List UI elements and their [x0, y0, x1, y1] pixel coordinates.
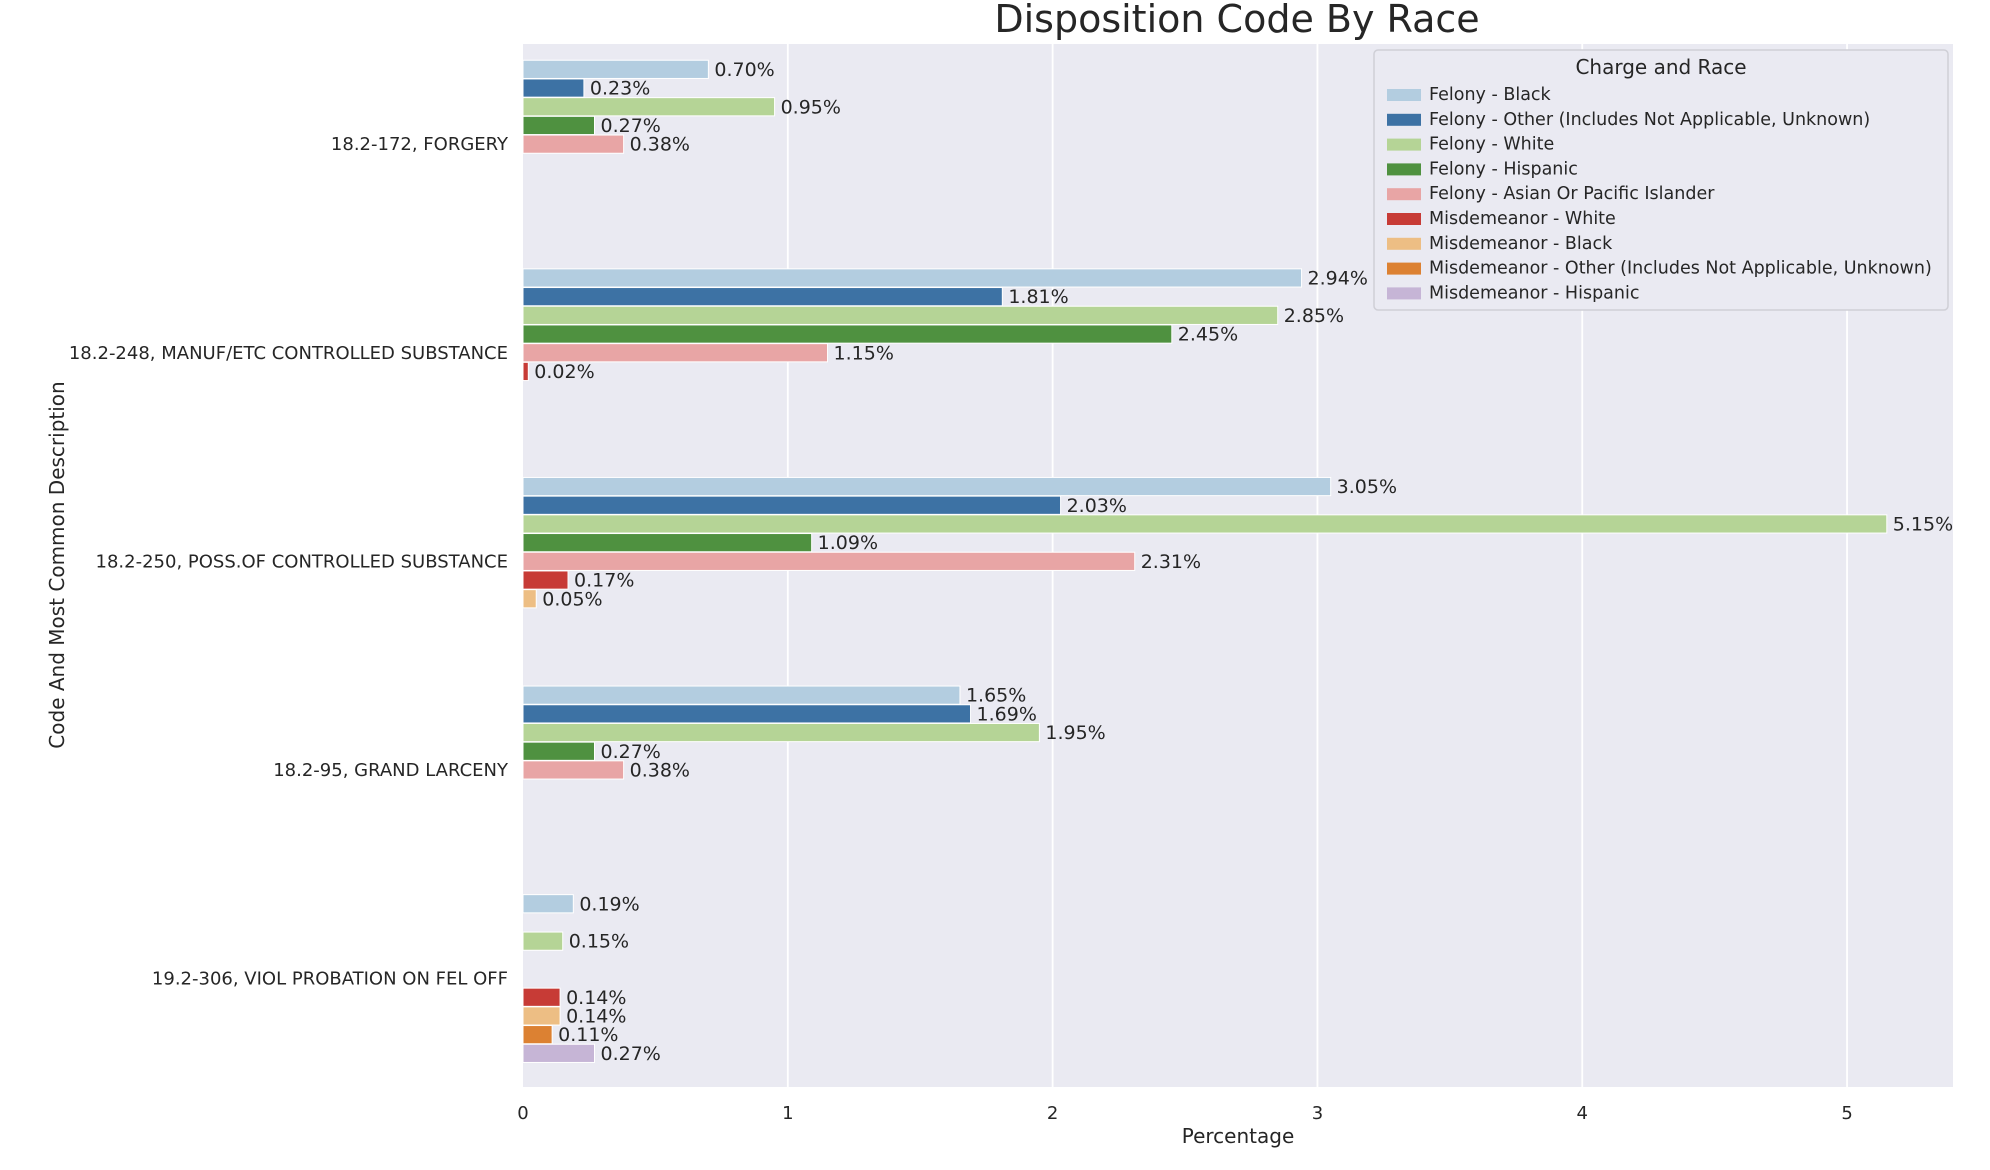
- y-tick-label: 18.2-172, FORGERY: [331, 134, 509, 155]
- bar-value-label: 0.27%: [601, 115, 661, 137]
- bar-value-label: 0.27%: [601, 1043, 661, 1065]
- legend-item-label: Misdemeanor - Hispanic: [1429, 283, 1639, 303]
- bar: [522, 760, 625, 780]
- y-tick-label: 18.2-250, POSS.OF CONTROLLED SUBSTANCE: [96, 551, 508, 572]
- bar-value-label: 2.85%: [1284, 305, 1344, 327]
- bar: [522, 97, 776, 117]
- bar-value-label: 0.11%: [558, 1024, 618, 1046]
- bar-value-label: 1.15%: [834, 342, 894, 364]
- bar-value-label: 0.23%: [590, 78, 650, 100]
- bar: [522, 305, 1279, 325]
- bar-value-label: 0.14%: [566, 1005, 626, 1027]
- x-tick-label: 1: [782, 1103, 793, 1124]
- bar: [522, 324, 1173, 344]
- bar-value-label: 5.15%: [1893, 513, 1953, 535]
- legend-swatch: [1387, 138, 1421, 151]
- legend-item-label: Felony - Black: [1429, 85, 1552, 105]
- legend-swatch: [1387, 237, 1421, 250]
- bar-value-label: 0.38%: [630, 134, 690, 156]
- y-tick-label: 18.2-95, GRAND LARCENY: [273, 760, 509, 781]
- bar-value-label: 2.45%: [1178, 324, 1238, 346]
- bar-value-label: 0.14%: [566, 987, 626, 1009]
- legend-item-label: Misdemeanor - Other (Includes Not Applic…: [1429, 259, 1932, 279]
- x-tick-label: 0: [517, 1103, 528, 1124]
- bar: [522, 551, 1136, 571]
- bar: [522, 987, 561, 1007]
- bar-value-label: 0.02%: [534, 361, 594, 383]
- legend-items: Felony - Black Felony - Other (Includes N…: [1387, 85, 1932, 303]
- bar-value-label: 0.27%: [601, 741, 661, 763]
- legend-item-label: Misdemeanor - White: [1429, 209, 1616, 229]
- x-tick-label: 4: [1577, 1103, 1588, 1124]
- y-axis-label: Code And Most Common Description: [45, 381, 69, 748]
- bar: [522, 1025, 553, 1045]
- bar: [522, 931, 564, 951]
- legend-item-label: Felony - Asian Or Pacific Islander: [1429, 184, 1715, 204]
- bars: [522, 59, 1888, 1063]
- legend-title: Charge and Race: [1575, 55, 1746, 79]
- bar-value-label: 0.05%: [542, 588, 602, 610]
- bar: [522, 115, 595, 136]
- x-tick-label: 2: [1047, 1103, 1058, 1124]
- legend-swatch: [1387, 89, 1421, 101]
- bar-value-label: 1.65%: [966, 685, 1026, 707]
- bar: [522, 343, 829, 363]
- bar: [522, 704, 972, 724]
- x-axis-label: Percentage: [1182, 1124, 1295, 1148]
- bar-value-label: 0.15%: [569, 931, 629, 953]
- bar-value-label: 1.69%: [977, 703, 1037, 725]
- y-tick-label: 19.2-306, VIOL PROBATION ON FEL OFF: [152, 969, 508, 990]
- bar-value-label: 1.09%: [818, 532, 878, 554]
- bar: [522, 1006, 561, 1026]
- bar-value-label: 1.95%: [1045, 722, 1105, 744]
- bar-value-label: 0.38%: [630, 759, 690, 781]
- bar: [522, 361, 529, 382]
- bar-value-label: 0.17%: [574, 570, 634, 592]
- bar: [522, 722, 1040, 743]
- bar: [522, 514, 1888, 534]
- bar: [522, 268, 1303, 288]
- legend-swatch: [1387, 213, 1421, 225]
- bar-value-label: 2.03%: [1067, 495, 1127, 517]
- legend-item-label: Felony - Other (Includes Not Applicable,…: [1429, 110, 1870, 130]
- bar: [522, 589, 537, 609]
- bar: [522, 1043, 595, 1063]
- bar: [522, 495, 1062, 515]
- legend-swatch: [1387, 188, 1421, 201]
- bar: [522, 134, 625, 154]
- bar-value-label: 2.31%: [1141, 551, 1201, 573]
- y-tick-label: 18.2-248, MANUF/ETC CONTROLLED SUBSTANCE: [69, 343, 508, 364]
- bar-value-label: 0.95%: [781, 96, 841, 118]
- x-tick-label: 3: [1312, 1103, 1323, 1124]
- bar-value-label: 0.70%: [714, 59, 774, 81]
- bar-value-label: 2.94%: [1308, 267, 1368, 289]
- bar: [522, 570, 569, 590]
- bar-value-label: 1.81%: [1008, 286, 1068, 308]
- chart-title: Disposition Code By Race: [994, 0, 1479, 41]
- bar-value-label: 0.19%: [579, 893, 639, 915]
- bar-value-label: 3.05%: [1337, 476, 1397, 498]
- bar: [522, 741, 595, 761]
- x-axis-ticks: 0 1 2 3 4 5: [517, 1103, 1853, 1124]
- legend-swatch: [1387, 262, 1421, 275]
- legend: Charge and Race Felony - Black Felony - O…: [1373, 49, 1949, 311]
- legend-swatch: [1387, 287, 1421, 300]
- legend-box: [1373, 49, 1949, 311]
- bar: [522, 59, 709, 79]
- legend-item-label: Misdemeanor - Black: [1429, 234, 1613, 254]
- legend-item-label: Felony - White: [1429, 135, 1554, 155]
- legend-swatch: [1387, 163, 1421, 176]
- bar-value-labels: 0.70%0.23%0.95%0.27%0.38%2.94%1.81%2.85%…: [534, 59, 1953, 1065]
- bar: [522, 476, 1332, 497]
- bar: [522, 533, 813, 553]
- x-tick-label: 5: [1841, 1103, 1852, 1124]
- bar: [522, 287, 1003, 307]
- bar: [522, 894, 574, 914]
- y-axis-ticks: 18.2-172, FORGERY 18.2-248, MANUF/ETC CON…: [69, 134, 509, 989]
- bar: [522, 685, 961, 705]
- legend-swatch: [1387, 113, 1421, 126]
- legend-item-label: Felony - Hispanic: [1429, 159, 1578, 179]
- bar: [522, 78, 585, 98]
